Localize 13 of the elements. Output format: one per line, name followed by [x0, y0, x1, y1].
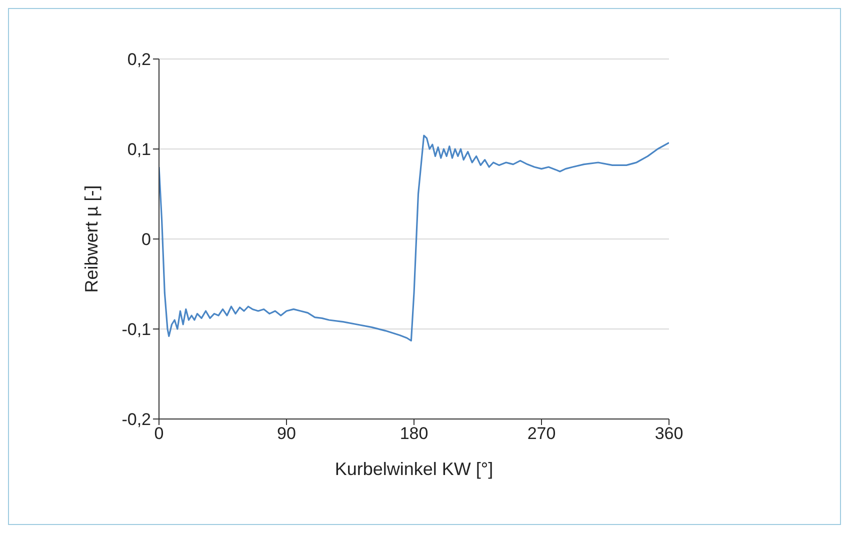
x-axis-title: Kurbelwinkel KW [°]: [334, 459, 494, 479]
y-axis-title: Reibwert µ [-]: [81, 185, 102, 293]
x-tick-label: 180: [400, 424, 428, 444]
x-tick-label: 90: [277, 424, 296, 444]
x-tick-label: 0: [154, 424, 164, 444]
y-tick-label: 0: [142, 230, 151, 250]
line-series: [159, 134, 669, 342]
y-tick-label: -0,1: [122, 320, 151, 340]
y-tick-label: 0,2: [127, 50, 151, 70]
x-tick-label: 270: [527, 424, 556, 444]
y-tick-label: 0,1: [127, 140, 151, 160]
y-tick-label: -0,2: [122, 410, 151, 430]
x-tick-label: 360: [654, 424, 684, 444]
